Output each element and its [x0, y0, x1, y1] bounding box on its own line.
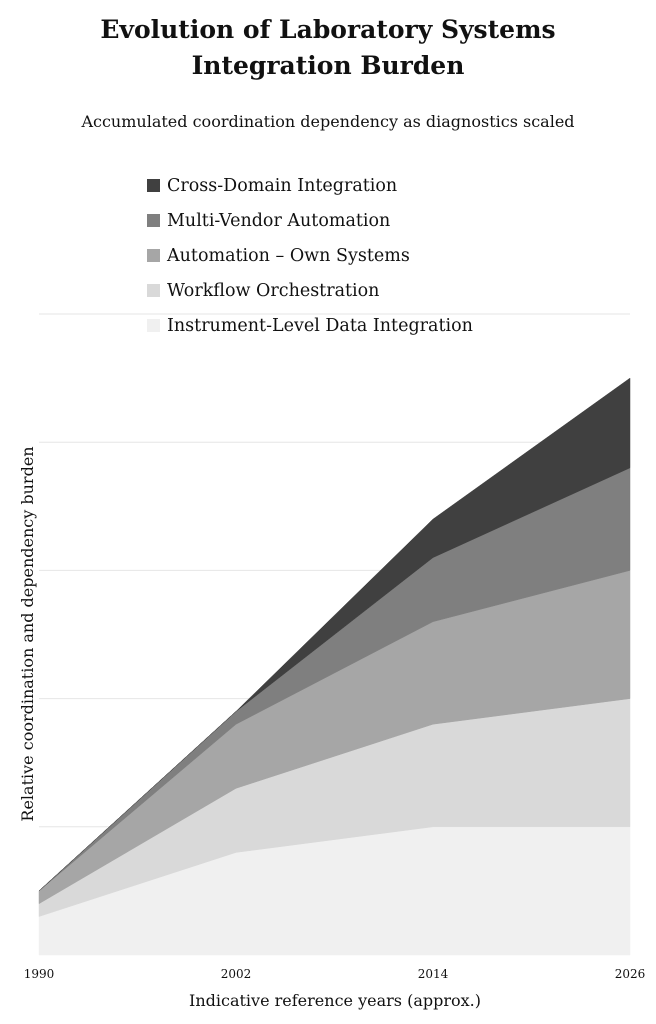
- legend-label-automation-own-systems: Automation – Own Systems: [167, 245, 410, 266]
- x-tick-label-2014: 2014: [418, 967, 449, 981]
- legend-item-multi-vendor-automation: Multi-Vendor Automation: [147, 203, 473, 238]
- legend-item-instrument-level-data-integration: Instrument-Level Data Integration: [147, 308, 473, 343]
- chart-title: Evolution of Laboratory Systems Integrat…: [0, 12, 656, 84]
- legend-swatch-automation-own-systems: [147, 249, 160, 262]
- legend-swatch-instrument-level-data-integration: [147, 319, 160, 332]
- legend-label-instrument-level-data-integration: Instrument-Level Data Integration: [167, 315, 473, 336]
- x-axis-ticks: 1990 2002 2014 2026: [24, 967, 646, 981]
- legend-swatch-multi-vendor-automation: [147, 214, 160, 227]
- legend-label-cross-domain-integration: Cross-Domain Integration: [167, 175, 398, 196]
- x-tick-label-2026: 2026: [615, 967, 646, 981]
- chart-title-line-1: Evolution of Laboratory Systems: [100, 15, 556, 44]
- legend-label-workflow-orchestration: Workflow Orchestration: [167, 280, 380, 301]
- chart-subtitle: Accumulated coordination dependency as d…: [81, 112, 575, 131]
- x-axis-label: Indicative reference years (approx.): [189, 991, 481, 1010]
- legend-item-cross-domain-integration: Cross-Domain Integration: [147, 168, 473, 203]
- x-tick-label-1990: 1990: [24, 967, 55, 981]
- legend: Cross-Domain Integration Multi-Vendor Au…: [147, 168, 473, 343]
- legend-item-workflow-orchestration: Workflow Orchestration: [147, 273, 473, 308]
- legend-label-multi-vendor-automation: Multi-Vendor Automation: [167, 210, 391, 231]
- legend-swatch-workflow-orchestration: [147, 284, 160, 297]
- area-series: [38, 377, 631, 956]
- y-axis-label: Relative coordination and dependency bur…: [18, 446, 37, 821]
- legend-item-automation-own-systems: Automation – Own Systems: [147, 238, 473, 273]
- chart-title-line-2: Integration Burden: [191, 51, 465, 80]
- area-cross-domain-integration: [38, 377, 631, 892]
- x-tick-label-2002: 2002: [221, 967, 252, 981]
- legend-swatch-cross-domain-integration: [147, 179, 160, 192]
